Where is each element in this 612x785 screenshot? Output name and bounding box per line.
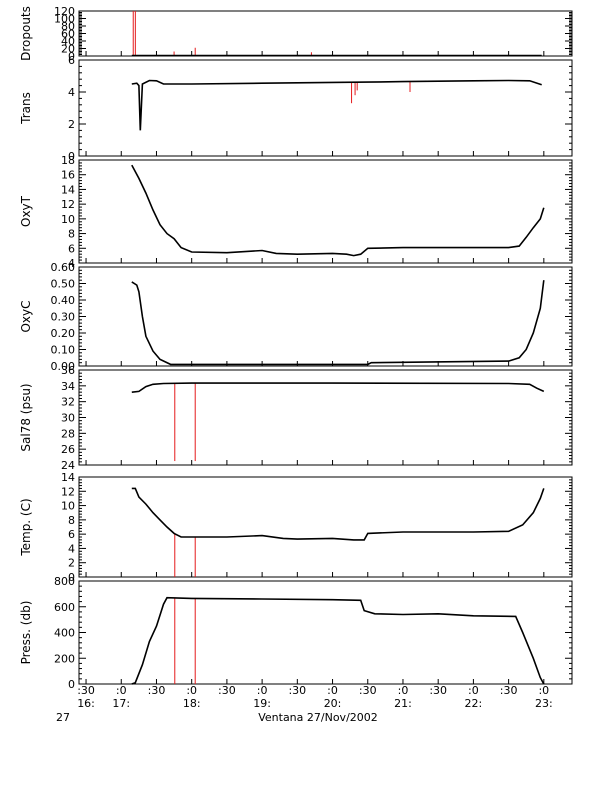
x-tick-label: :30 xyxy=(288,684,306,697)
y-tick-label: 60 xyxy=(61,28,75,41)
y-tick-label: 2 xyxy=(68,118,75,131)
y-tick-label: 0 xyxy=(68,150,75,163)
y-tick-label: 4 xyxy=(68,257,75,270)
panel-frame xyxy=(78,59,573,157)
y-tick-label: 4 xyxy=(68,86,75,99)
y-tick-label: 0.00 xyxy=(51,360,76,373)
panel-oxyc: 0.00 0.10 0.20 0.30 0.40 0.50 0.60 OxyC xyxy=(19,261,573,373)
y-axis-label: Press. (db) xyxy=(19,601,33,665)
x-tick-label-hour: 22: xyxy=(465,697,483,710)
y-tick-label: 120 xyxy=(54,5,75,18)
x-tick-label: :0 xyxy=(186,684,197,697)
y-tick-label: 14 xyxy=(61,183,75,196)
y-tick-label: 0.30 xyxy=(51,311,76,324)
y-tick-label: 800 xyxy=(54,575,75,588)
x-axis: :3016::017::30:018::30:019::30:020::30:0… xyxy=(77,684,552,710)
y-tick-label: 6 xyxy=(68,242,75,255)
x-tick-label: :0 xyxy=(468,684,479,697)
y-tick-label: 36 xyxy=(61,364,75,377)
y-tick-label: 30 xyxy=(61,412,75,425)
series-line xyxy=(131,596,545,685)
y-tick-label: 0.20 xyxy=(51,327,76,340)
y-tick-label: 0.10 xyxy=(51,344,76,357)
y-tick-label: 40 xyxy=(61,35,75,48)
y-tick-label: 600 xyxy=(54,601,75,614)
panel-frame xyxy=(78,10,573,57)
y-tick-label: 100 xyxy=(54,13,75,26)
y-tick-label: 14 xyxy=(61,471,75,484)
y-tick-label: 80 xyxy=(61,20,75,33)
y-tick-label: 400 xyxy=(54,627,75,640)
y-tick-label: 0.40 xyxy=(51,294,76,307)
x-axis-day-label: 27 xyxy=(56,711,70,724)
x-tick-label: :30 xyxy=(359,684,377,697)
chart-panels: 020406080100120Dropouts0246Trans46810121… xyxy=(19,5,573,691)
y-axis-label: Dropouts xyxy=(19,6,33,61)
y-tick-label: 26 xyxy=(61,443,75,456)
panel-frame xyxy=(78,159,573,264)
x-tick-label: :0 xyxy=(327,684,338,697)
y-tick-label: 6 xyxy=(68,528,75,541)
y-tick-label: 32 xyxy=(61,396,75,409)
y-tick-label: 10 xyxy=(61,213,75,226)
y-axis-label: Temp. (C) xyxy=(19,498,33,556)
y-tick-label: 0.60 xyxy=(51,261,76,274)
x-tick-label-hour: 19: xyxy=(253,697,271,710)
x-tick-label-hour: 20: xyxy=(324,697,342,710)
series-line xyxy=(131,79,542,131)
y-tick-label: 2 xyxy=(68,557,75,570)
y-tick-label: 34 xyxy=(61,380,75,393)
x-tick-label-hour: 23: xyxy=(535,697,553,710)
panel-frame xyxy=(78,476,573,578)
y-tick-label: 18 xyxy=(61,154,75,167)
y-tick-label: 28 xyxy=(61,427,75,440)
series-line xyxy=(131,382,545,393)
y-tick-label: 0 xyxy=(68,50,75,63)
y-tick-label: 6 xyxy=(68,54,75,67)
y-tick-label: 8 xyxy=(68,228,75,241)
x-tick-label: :30 xyxy=(218,684,236,697)
y-axis-label: OxyC xyxy=(19,300,33,332)
y-tick-label: 12 xyxy=(61,198,75,211)
x-tick-label-hour: 16: xyxy=(77,697,95,710)
y-axis-label: OxyT xyxy=(19,195,33,227)
x-tick-label-hour: 17: xyxy=(112,697,130,710)
x-tick-label-hour: 18: xyxy=(183,697,201,710)
y-tick-label: 200 xyxy=(54,652,75,665)
panel-sal78: 24 26 28 30 32 34 36 Sal78 (psu) xyxy=(19,364,573,472)
y-axis-label: Trans xyxy=(19,92,33,125)
panel-trans: 0 2 4 6 Trans xyxy=(19,54,573,163)
x-tick-label: :0 xyxy=(398,684,409,697)
x-tick-label: :30 xyxy=(500,684,518,697)
x-tick-label: :30 xyxy=(148,684,166,697)
series-line xyxy=(131,280,545,366)
x-axis-title: Ventana 27/Nov/2002 xyxy=(258,711,378,724)
x-tick-label: :30 xyxy=(429,684,447,697)
x-tick-label: :30 xyxy=(77,684,95,697)
y-tick-label: 12 xyxy=(61,485,75,498)
y-tick-label: 0.50 xyxy=(51,278,76,291)
series-line xyxy=(131,487,545,541)
y-tick-label: 8 xyxy=(68,514,75,527)
y-tick-label: 16 xyxy=(61,169,75,182)
x-tick-label: :0 xyxy=(257,684,268,697)
y-tick-label: 10 xyxy=(61,500,75,513)
y-axis-label: Sal78 (psu) xyxy=(19,383,33,451)
panel-press: 0 200 400 600 800 Press. (db) xyxy=(19,575,573,691)
x-tick-label: :0 xyxy=(116,684,127,697)
y-tick-label: 0 xyxy=(68,571,75,584)
series-line xyxy=(131,164,545,257)
y-tick-label: 20 xyxy=(61,43,75,56)
y-tick-label: 4 xyxy=(68,542,75,555)
y-tick-label: 24 xyxy=(61,459,75,472)
x-tick-label-hour: 21: xyxy=(394,697,412,710)
x-tick-label: :0 xyxy=(538,684,549,697)
y-tick-label: 0 xyxy=(68,678,75,691)
